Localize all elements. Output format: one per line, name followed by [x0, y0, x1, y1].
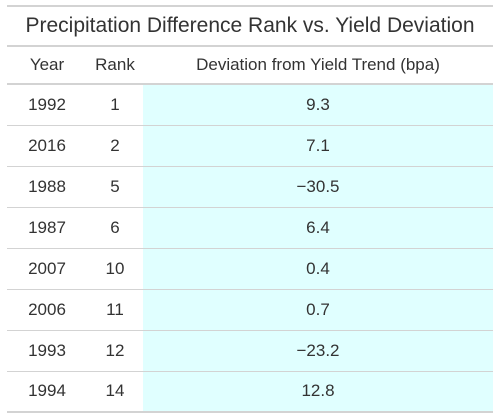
cell-rank: 14 [105, 381, 125, 401]
header-row: Year Rank Deviation from Yield Trend (bp… [7, 46, 493, 84]
cell-rank: 10 [105, 258, 125, 278]
table-row: 1994 14 12.8 [7, 371, 493, 412]
column-header-year: Year [29, 55, 65, 74]
cell-deviation: 0.4 [143, 248, 493, 289]
cell-rank: 11 [106, 299, 124, 319]
table-row: 2016 2 7.1 [7, 125, 493, 166]
table-body: 1992 1 9.3 2016 2 7.1 1988 5 −30.5 1987 … [7, 84, 493, 412]
cell-year: 1988 [28, 176, 66, 196]
cell-deviation: 7.1 [143, 125, 493, 166]
cell-year: 2006 [28, 299, 66, 319]
cell-rank: 6 [110, 217, 120, 237]
table-row: 1993 12 −23.2 [7, 330, 493, 371]
cell-year: 2016 [28, 135, 66, 155]
table-header: Year Rank Deviation from Yield Trend (bp… [7, 46, 493, 84]
cell-deviation: 0.7 [143, 289, 493, 330]
table-row: 2006 11 0.7 [7, 289, 493, 330]
cell-deviation: −23.2 [143, 330, 493, 371]
table-row: 2007 10 0.4 [7, 248, 493, 289]
cell-year: 2007 [28, 258, 66, 278]
data-table: Year Rank Deviation from Yield Trend (bp… [7, 45, 493, 413]
table-row: 1987 6 6.4 [7, 207, 493, 248]
cell-deviation: −30.5 [143, 166, 493, 207]
top-rule [7, 5, 493, 7]
cell-rank: 1 [110, 94, 120, 114]
cell-year: 1993 [28, 340, 66, 360]
cell-year: 1994 [28, 381, 66, 401]
cell-rank: 12 [105, 340, 125, 360]
cell-deviation: 9.3 [143, 84, 493, 125]
table-row: 1988 5 −30.5 [7, 166, 493, 207]
table-title: Precipitation Difference Rank vs. Yield … [25, 14, 475, 37]
cell-year: 1987 [28, 217, 66, 237]
table-row: 1992 1 9.3 [7, 84, 493, 125]
column-header-deviation: Deviation from Yield Trend (bpa) [196, 55, 440, 74]
data-table-container: Precipitation Difference Rank vs. Yield … [7, 5, 493, 413]
cell-rank: 5 [110, 176, 120, 196]
cell-rank: 2 [110, 135, 120, 155]
cell-year: 1992 [28, 94, 66, 114]
cell-deviation: 12.8 [143, 371, 493, 412]
cell-deviation: 6.4 [143, 207, 493, 248]
column-header-rank: Rank [95, 55, 135, 74]
